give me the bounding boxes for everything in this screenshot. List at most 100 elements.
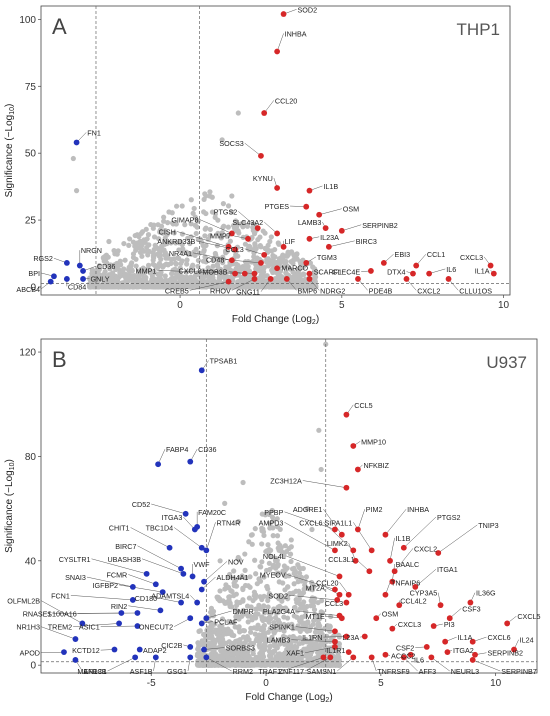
ns-point bbox=[143, 226, 149, 232]
ns-point bbox=[277, 641, 283, 647]
y-tick-label: 40 bbox=[25, 556, 37, 567]
gene-point-cllu1os bbox=[445, 276, 452, 282]
ns-point bbox=[257, 563, 263, 570]
ns-point bbox=[211, 613, 217, 619]
ns-point bbox=[268, 234, 274, 240]
gene-label: SIPA1L1 bbox=[324, 518, 352, 527]
gene-label: PTGS2 bbox=[214, 207, 238, 216]
gene-label: LIMK2 bbox=[327, 539, 348, 548]
gene-label: CD36 bbox=[97, 262, 115, 271]
ns-point bbox=[268, 554, 274, 560]
ns-point bbox=[154, 284, 160, 290]
gene-label: SOD2 bbox=[298, 5, 318, 14]
gene-point-ccl20 bbox=[345, 591, 352, 598]
ns-point bbox=[151, 269, 157, 276]
gene-point-nr4a1 bbox=[228, 257, 235, 264]
ns-point bbox=[278, 258, 284, 264]
ns-point bbox=[277, 637, 283, 643]
ns-point bbox=[248, 656, 254, 662]
ns-point bbox=[305, 652, 311, 659]
ns-point bbox=[156, 236, 162, 242]
ns-point bbox=[223, 631, 229, 637]
gene-label: MOB3B bbox=[202, 268, 227, 277]
gene-point-cyp3a5 bbox=[437, 602, 444, 609]
ns-point bbox=[254, 606, 260, 612]
ns-point bbox=[307, 648, 313, 654]
gene-label: CD180 bbox=[135, 594, 157, 603]
ns-point bbox=[125, 274, 131, 280]
ns-point bbox=[276, 241, 282, 247]
ns-point bbox=[218, 235, 224, 241]
gene-label: IL1B bbox=[323, 182, 338, 191]
ns-point bbox=[256, 642, 262, 648]
gene-label: CSF3 bbox=[462, 604, 480, 613]
gene-label: LAMB3 bbox=[267, 636, 291, 645]
gene-point-dmpr bbox=[203, 615, 210, 622]
ns-point bbox=[248, 640, 254, 646]
gene-label: IGFBP2 bbox=[92, 581, 118, 590]
ns-point bbox=[248, 614, 255, 620]
gene-label: IL1A bbox=[458, 633, 473, 642]
ns-point bbox=[312, 274, 319, 280]
ns-point bbox=[245, 647, 251, 653]
gene-point-bpi bbox=[51, 273, 57, 280]
gene-point-samsn1 bbox=[350, 654, 357, 661]
ns-point bbox=[293, 574, 300, 580]
gene-point-sod2 bbox=[280, 11, 287, 17]
ns-point bbox=[249, 282, 255, 288]
ns-point bbox=[292, 643, 298, 650]
gene-label: TREM2 bbox=[48, 623, 72, 632]
ns-point bbox=[208, 609, 214, 615]
gene-label: AFF3 bbox=[419, 667, 437, 676]
leader-line bbox=[40, 600, 83, 624]
gene-point-tnfrsf9 bbox=[368, 654, 375, 661]
leader-line bbox=[282, 657, 324, 672]
panel-letter: B bbox=[52, 347, 67, 372]
gene-label: GNLY bbox=[91, 274, 110, 283]
gene-label: ADGRE1 bbox=[293, 505, 323, 514]
x-tick-label: 10 bbox=[498, 300, 510, 311]
leader-line bbox=[73, 623, 120, 627]
ns-point bbox=[259, 625, 265, 631]
gene-point-kctd12 bbox=[111, 646, 118, 653]
x-tick-label: 0 bbox=[263, 678, 269, 689]
ns-point bbox=[249, 532, 255, 538]
leader-line bbox=[192, 252, 232, 261]
gene-point-tpsab1 bbox=[198, 367, 205, 374]
gene-label: SOD2 bbox=[268, 591, 288, 600]
gene-point-adap2 bbox=[136, 646, 143, 653]
ns-point bbox=[130, 239, 137, 245]
ns-point bbox=[288, 558, 294, 565]
ns-point bbox=[127, 236, 133, 242]
ns-point bbox=[298, 592, 305, 598]
gene-point-pclaf bbox=[198, 620, 205, 627]
x-tick-label: 0 bbox=[177, 300, 183, 311]
gene-point-igfbp2 bbox=[159, 589, 166, 596]
ns-point bbox=[280, 594, 286, 601]
gene-label: OLFML2B bbox=[7, 597, 40, 606]
ns-point bbox=[238, 284, 244, 290]
gene-label: NFKBIZ bbox=[363, 461, 389, 470]
ns-point bbox=[223, 582, 229, 588]
gene-label: CSF2 bbox=[396, 644, 414, 653]
gene-label: CYSLTR1 bbox=[59, 555, 91, 564]
ns-point bbox=[73, 188, 80, 194]
ns-point bbox=[288, 259, 294, 265]
ns-point bbox=[257, 606, 264, 612]
gene-label: CD84 bbox=[68, 282, 86, 291]
plot-frame bbox=[40, 5, 511, 296]
ns-point bbox=[173, 271, 179, 277]
gene-point-mt2a bbox=[336, 591, 343, 598]
gene-label: CCL3L1 bbox=[328, 555, 354, 564]
ns-point bbox=[203, 193, 209, 199]
ns-point bbox=[209, 272, 216, 278]
leader-line bbox=[157, 270, 236, 274]
ns-point bbox=[158, 269, 164, 275]
leader-line bbox=[201, 576, 216, 590]
gene-point-rtn4r bbox=[203, 547, 210, 554]
gene-point-adamtsl4 bbox=[194, 599, 201, 606]
significant-points bbox=[47, 11, 497, 285]
ns-point bbox=[142, 239, 148, 245]
gene-point-ndrg2 bbox=[306, 276, 313, 282]
